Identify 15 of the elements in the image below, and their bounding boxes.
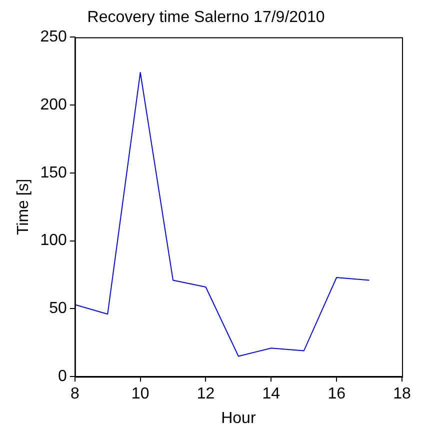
x-tick-label: 18 [393,386,411,403]
x-axis-title: Hour [221,410,256,427]
x-tick-label: 12 [196,386,215,403]
y-tick-label: 200 [40,96,67,114]
x-tick-label: 8 [70,386,80,403]
x-tick-label: 14 [262,386,280,403]
chart-title: Recovery time Salerno 17/9/2010 [87,9,325,26]
x-tick-label: 16 [328,386,346,403]
x-tick-label: 10 [131,386,150,403]
y-tick-label: 100 [40,232,67,250]
y-tick-label: 0 [58,368,67,386]
y-tick-label: 50 [49,300,67,318]
y-axis-title: Time [s] [15,178,32,236]
y-tick-label: 250 [40,28,67,46]
y-tick-label: 150 [40,164,67,182]
